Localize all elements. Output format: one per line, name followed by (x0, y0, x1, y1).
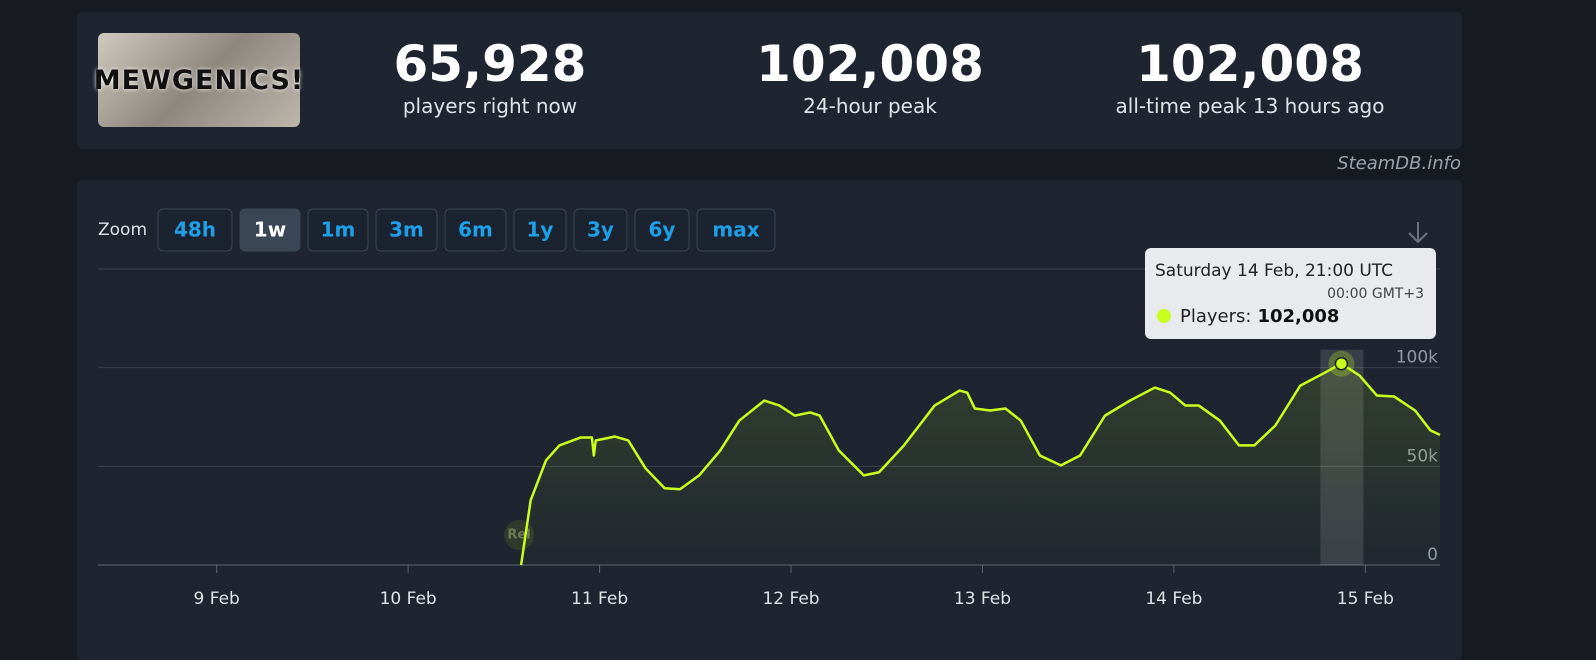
zoom-label: Zoom (98, 220, 147, 240)
logo-text: MEWGENICS! (93, 64, 305, 96)
tooltip-subtitle: 00:00 GMT+3 (1327, 286, 1424, 302)
stat-value: 102,008 (756, 35, 984, 93)
tooltip-title: Saturday 14 Feb, 21:00 UTC (1155, 261, 1393, 281)
zoom-button[interactable] (513, 208, 567, 252)
zoom-option: max (712, 218, 759, 242)
zoom-button[interactable] (157, 208, 233, 252)
page: MEWGENICS! 65,928 players right now 102,0… (77, 12, 1462, 660)
y-tick-label: 100k (1396, 348, 1438, 368)
zoom-button[interactable] (375, 208, 438, 252)
tooltip-box (1145, 248, 1436, 339)
tooltip: Saturday 14 Feb, 21:00 UTC 00:00 GMT+3 Pla… (1145, 248, 1436, 339)
zoom-button[interactable] (239, 208, 301, 252)
zoom-button[interactable] (634, 208, 690, 252)
x-tick-label: 10 Feb (380, 589, 437, 609)
stats-panel (77, 12, 1462, 149)
line (519, 362, 1441, 566)
x-tick-label: 15 Feb (1337, 589, 1394, 609)
x-tick-label: 12 Feb (762, 589, 819, 609)
download-icon[interactable] (1408, 222, 1428, 244)
zoom-button[interactable] (696, 208, 776, 252)
stat-label: 24-hour peak (803, 94, 937, 118)
stat-label: players right now (402, 94, 578, 118)
area (521, 363, 1440, 565)
source[interactable]: SteamDB.info (1337, 153, 1461, 174)
zoom-option: 6m (458, 218, 493, 242)
zoom-option: 3m (389, 218, 424, 242)
stat-label: all-time peak 13 hours ago (1115, 94, 1385, 118)
tooltip-label: Players: (1180, 306, 1251, 327)
zoom-option: 1w (254, 218, 286, 242)
stat: 102,008 24-hour peak (680, 34, 1060, 118)
stat-value: 102,008 (1136, 35, 1364, 93)
stat-value: 65,928 (393, 35, 587, 93)
zoom-option: 1y (527, 218, 554, 242)
game-logo[interactable]: MEWGENICS! (94, 33, 303, 127)
x-tick-label: 13 Feb (954, 589, 1011, 609)
zoom-option: 6y (649, 218, 676, 242)
stat: 102,008 all-time peak 13 hours ago (1060, 34, 1440, 118)
tooltip-swatch (1157, 309, 1171, 323)
zoom-option: 1m (321, 218, 356, 242)
zoom-option: 3y (587, 218, 614, 242)
zoom-button[interactable] (444, 208, 507, 252)
x-tick-label: 14 Feb (1145, 589, 1202, 609)
zoom-option: 48h (174, 218, 216, 242)
x-tick-label: 11 Feb (571, 589, 628, 609)
stat: 65,928 players right now (300, 34, 680, 118)
x-tick-label: 9 Feb (194, 589, 240, 609)
tooltip-value: 102,008 (1257, 306, 1339, 327)
hover-point (1334, 356, 1349, 371)
zoom-button[interactable] (573, 208, 628, 252)
zoom-button[interactable] (307, 208, 369, 252)
chart: Zoom 48h1w1m3m6m1y3y6ymax050k100k9 Feb10… (98, 208, 1441, 609)
